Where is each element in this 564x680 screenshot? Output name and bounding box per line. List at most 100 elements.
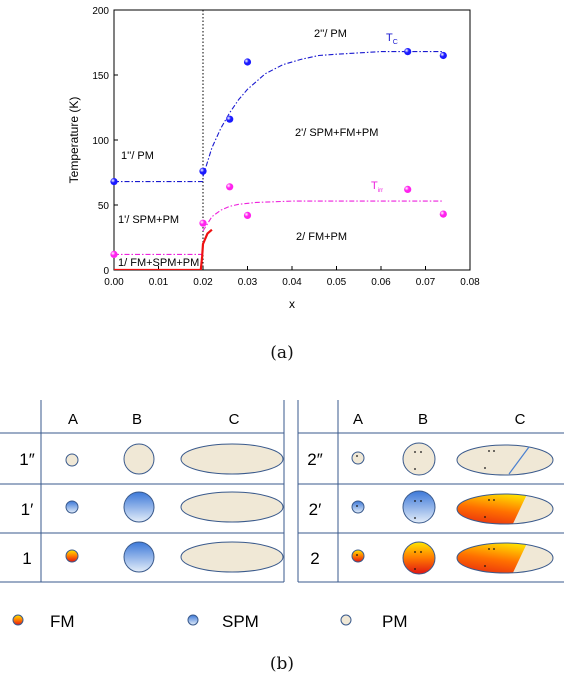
y-tick-label: 100 bbox=[92, 136, 109, 147]
dot bbox=[493, 450, 495, 452]
x-tick-label: 0.05 bbox=[327, 277, 347, 288]
dot bbox=[420, 500, 422, 502]
domain-wall bbox=[508, 446, 530, 475]
pm-particle-large bbox=[180, 443, 284, 475]
region-1pp-label: 1''/ PM bbox=[121, 150, 154, 162]
pm-particle-medium bbox=[402, 442, 436, 476]
region-1-label: 1/ FM+SPM+PM bbox=[118, 257, 199, 269]
legend-pm-label: PM bbox=[382, 612, 408, 631]
left-row-label: 1″ bbox=[19, 450, 34, 469]
TC-data-point bbox=[404, 48, 412, 56]
x-tick-label: 0.00 bbox=[104, 277, 124, 288]
Tirr-data-point bbox=[226, 183, 234, 191]
dot bbox=[484, 467, 486, 469]
spm-particle-medium bbox=[402, 490, 436, 524]
dot bbox=[414, 568, 416, 570]
left-row-label: 1 bbox=[22, 549, 31, 568]
left-row-label: 1′ bbox=[21, 500, 34, 519]
dot bbox=[488, 548, 490, 550]
pm-particle-small bbox=[351, 451, 365, 465]
y-tick-label: 50 bbox=[98, 201, 110, 212]
x-tick-label: 0.06 bbox=[371, 277, 391, 288]
x-axis-label: x bbox=[289, 297, 295, 311]
Tirr-data-point bbox=[439, 210, 447, 218]
dot bbox=[356, 505, 358, 507]
fit-curve bbox=[199, 228, 213, 270]
y-tick-label: 150 bbox=[92, 71, 109, 82]
TC-data-point bbox=[199, 167, 207, 175]
x-tick-label: 0.07 bbox=[416, 277, 436, 288]
right-row-label: 2 bbox=[310, 549, 319, 568]
spm-particle-medium bbox=[123, 491, 155, 523]
spm-particle-small bbox=[65, 500, 79, 514]
left-header-a: A bbox=[68, 411, 78, 428]
dot bbox=[488, 450, 490, 452]
left-table-grid bbox=[0, 400, 285, 583]
y-tick-label: 200 bbox=[92, 6, 109, 17]
TC-data-point bbox=[226, 115, 234, 123]
x-tick-label: 0.08 bbox=[460, 277, 480, 288]
x-tick-label: 0.02 bbox=[193, 277, 213, 288]
tc-label: TC bbox=[386, 32, 398, 46]
dot bbox=[484, 565, 486, 567]
pm-particle-large bbox=[456, 444, 554, 476]
pm-particle-small bbox=[65, 453, 79, 467]
fm-particle-small bbox=[351, 549, 365, 563]
legend-spm-label: SPM bbox=[222, 612, 259, 631]
pm-particle-medium bbox=[123, 443, 155, 475]
fm-particle-medium bbox=[402, 541, 436, 575]
fit-curve bbox=[202, 200, 444, 232]
dot bbox=[420, 451, 422, 453]
domain-state-tables: A B C A B C 1″ 1′ 1 2″ 2′ 2 bbox=[0, 400, 564, 631]
TC-data-point bbox=[439, 51, 447, 60]
legend-fm-label: FM bbox=[50, 612, 75, 631]
x-tick-label: 0.03 bbox=[238, 277, 258, 288]
Tirr-data-point bbox=[404, 185, 412, 193]
region-1p-label: 1'/ SPM+PM bbox=[118, 214, 179, 226]
right-table-grid bbox=[297, 400, 564, 583]
fm-particle-small bbox=[65, 549, 79, 563]
Tirr-data-point bbox=[110, 250, 118, 258]
pm-particle-large bbox=[180, 541, 284, 573]
y-tick-label: 0 bbox=[103, 266, 109, 277]
dot bbox=[414, 451, 416, 453]
dot bbox=[420, 551, 422, 553]
region-2pp-label: 2''/ PM bbox=[314, 28, 347, 40]
dot bbox=[356, 455, 358, 457]
legend-fm-swatch bbox=[12, 614, 24, 626]
caption-b: (b) bbox=[269, 654, 295, 674]
mixed-particle-large bbox=[456, 542, 554, 574]
spm-particle-small bbox=[351, 500, 365, 514]
spm-particle-medium bbox=[123, 541, 155, 573]
Tirr-data-point bbox=[199, 219, 207, 227]
dot bbox=[356, 554, 358, 556]
pm-particle-large bbox=[180, 491, 284, 523]
region-2-label: 2/ FM+PM bbox=[296, 231, 347, 243]
phase-diagram-chart: 0 50 100 150 200 0.00 0.01 0.02 0.03 0.04 0.05 0.0… bbox=[67, 6, 480, 311]
mixed-particle-large bbox=[456, 493, 554, 525]
right-row-label: 2′ bbox=[309, 500, 322, 519]
dot bbox=[484, 516, 486, 518]
legend-spm-swatch bbox=[187, 614, 199, 626]
TC-data-point bbox=[243, 58, 252, 66]
x-tick-label: 0.01 bbox=[149, 277, 169, 288]
left-header-b: B bbox=[132, 411, 142, 428]
left-header-c: C bbox=[229, 411, 240, 428]
dot bbox=[414, 517, 416, 519]
region-2p-label: 2'/ SPM+FM+PM bbox=[295, 127, 378, 139]
TC-data-point bbox=[110, 178, 118, 186]
legend-pm-swatch bbox=[340, 614, 352, 626]
caption-a: (a) bbox=[270, 343, 294, 363]
dot bbox=[414, 500, 416, 502]
dot bbox=[488, 499, 490, 501]
right-row-label: 2″ bbox=[307, 450, 322, 469]
fit-curve bbox=[202, 51, 444, 177]
right-header-b: B bbox=[418, 411, 428, 428]
dot bbox=[493, 548, 495, 550]
Tirr-data-point bbox=[243, 211, 252, 219]
tirr-label: Tirr bbox=[371, 180, 383, 194]
dot bbox=[493, 499, 495, 501]
right-header-a: A bbox=[353, 411, 363, 428]
dot bbox=[414, 551, 416, 553]
x-tick-label: 0.04 bbox=[282, 277, 302, 288]
